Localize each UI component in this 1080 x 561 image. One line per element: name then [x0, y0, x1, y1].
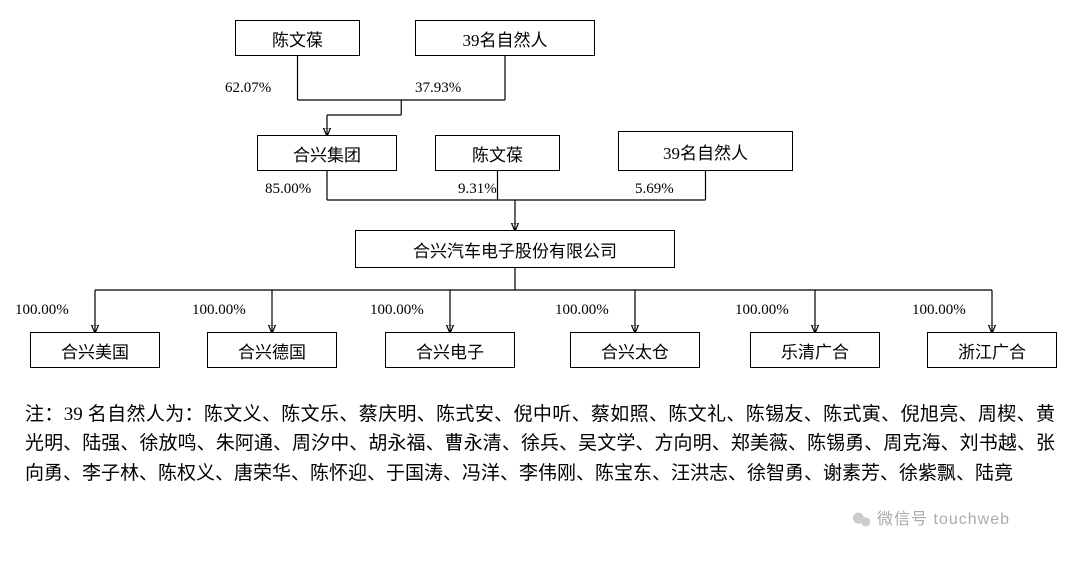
- node-m2: 陈文葆: [435, 135, 560, 171]
- pct-m2-c: 9.31%: [458, 181, 497, 198]
- pct-g-c: 85.00%: [265, 181, 311, 198]
- watermark: 微信号 touchweb: [851, 505, 1010, 531]
- watermark-text: 微信号 touchweb: [877, 511, 1010, 528]
- pct-t2-g: 37.93%: [415, 80, 461, 97]
- pct-c-s3: 100.00%: [370, 302, 424, 319]
- pct-c-s6: 100.00%: [912, 302, 966, 319]
- node-t2: 39名自然人: [415, 20, 595, 56]
- pct-c-s2: 100.00%: [192, 302, 246, 319]
- node-s1: 合兴美国: [30, 332, 160, 368]
- pct-m3-c: 5.69%: [635, 181, 674, 198]
- node-t1: 陈文葆: [235, 20, 360, 56]
- pct-t1-g: 62.07%: [225, 80, 271, 97]
- pct-c-s4: 100.00%: [555, 302, 609, 319]
- node-m3: 39名自然人: [618, 131, 793, 171]
- pct-c-s1: 100.00%: [15, 302, 69, 319]
- node-s4: 合兴太仓: [570, 332, 700, 368]
- node-s5: 乐清广合: [750, 332, 880, 368]
- footnote-text: 注：39 名自然人为：陈文义、陈文乐、蔡庆明、陈式安、倪中听、蔡如照、陈文礼、陈…: [25, 400, 1055, 488]
- ownership-tree-diagram: 陈文葆39名自然人合兴集团陈文葆39名自然人合兴汽车电子股份有限公司合兴美国合兴…: [0, 0, 1080, 380]
- pct-c-s5: 100.00%: [735, 302, 789, 319]
- node-s6: 浙江广合: [927, 332, 1057, 368]
- node-s3: 合兴电子: [385, 332, 515, 368]
- node-c: 合兴汽车电子股份有限公司: [355, 230, 675, 268]
- node-s2: 合兴德国: [207, 332, 337, 368]
- connector-lines: [0, 0, 1080, 380]
- node-g: 合兴集团: [257, 135, 397, 171]
- wechat-icon: [851, 509, 873, 531]
